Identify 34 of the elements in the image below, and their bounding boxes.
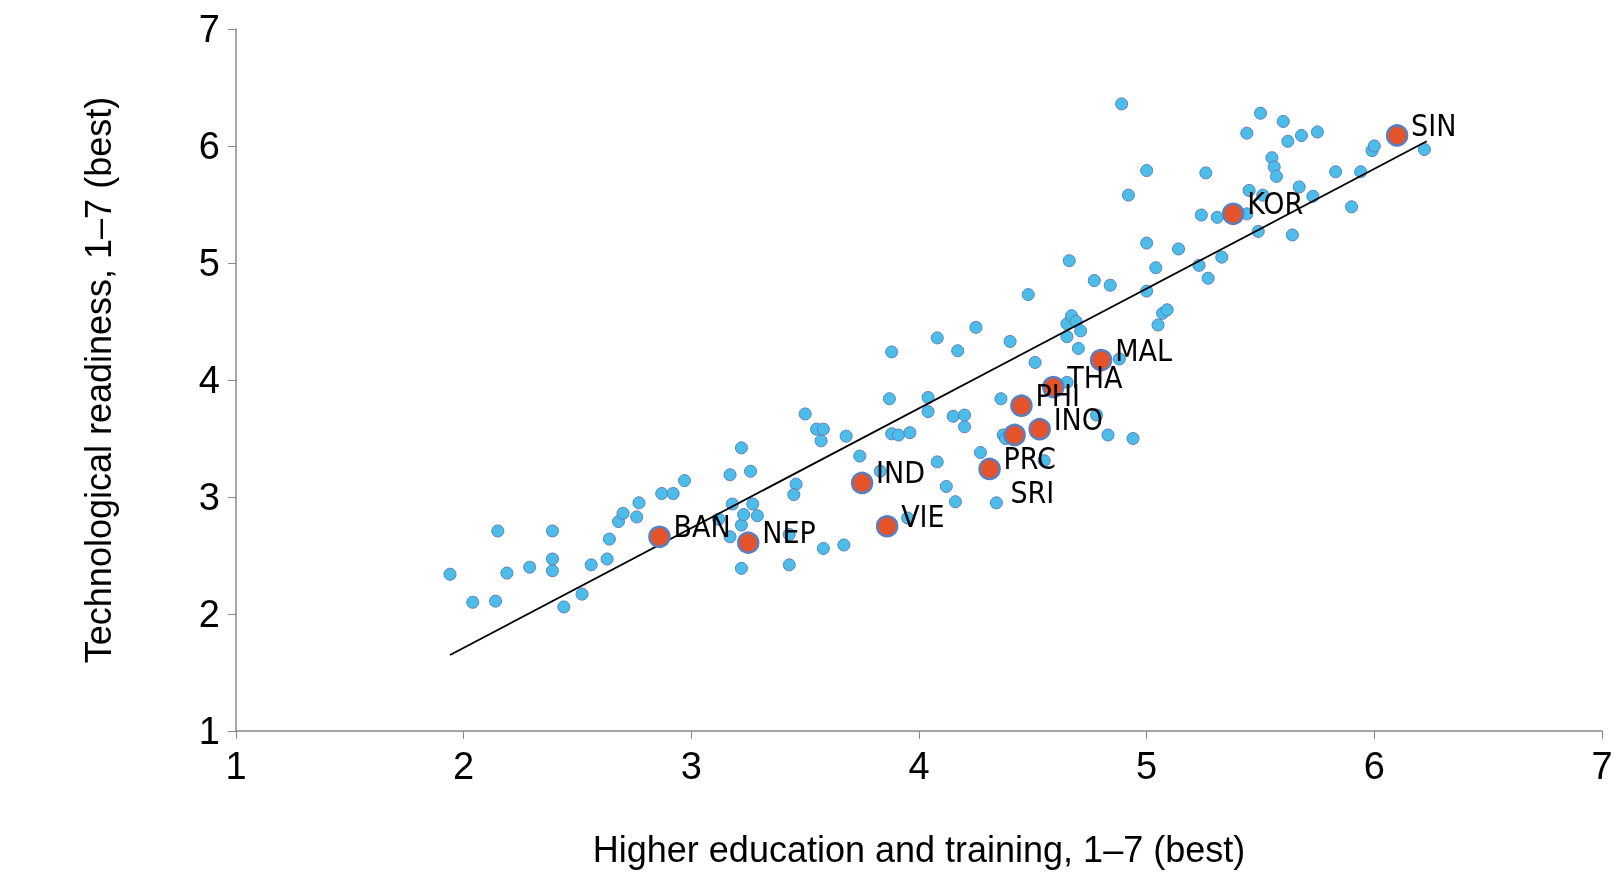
annotation: VIE <box>901 498 945 534</box>
y-tick-label: 4 <box>198 359 220 401</box>
point <box>1221 202 1245 226</box>
point <box>850 471 874 495</box>
x-tick-label: 6 <box>1363 745 1385 787</box>
x-axis-title: Higher education and training, 1–7 (best) <box>592 828 1246 870</box>
point <box>1028 417 1051 441</box>
annotation: KOR <box>1247 186 1304 222</box>
y-tick-label: 5 <box>198 242 220 284</box>
y-axis-title: Technological readiness, 1–7 (best) <box>77 96 119 664</box>
y-tick-label: 1 <box>198 710 220 752</box>
y-tick-label: 2 <box>198 593 220 635</box>
annotation: MAL <box>1115 332 1172 368</box>
point <box>1003 423 1026 447</box>
y-tick-label: 7 <box>198 8 220 50</box>
y-tick-label: 6 <box>198 125 220 167</box>
annotation: IND <box>876 455 926 491</box>
x-tick-label: 5 <box>1136 745 1158 787</box>
y-tick-label: 3 <box>198 476 220 518</box>
x-tick-label: 4 <box>908 745 930 787</box>
point <box>737 531 760 554</box>
point <box>978 457 1001 481</box>
x-tick-label: 2 <box>453 745 475 787</box>
point <box>1385 124 1409 147</box>
point <box>648 525 671 549</box>
annotation: PRC <box>1003 441 1056 477</box>
x-tick-label: 3 <box>680 745 702 787</box>
annotation: SIN <box>1411 107 1457 143</box>
annotation: SRI <box>1010 475 1055 511</box>
x-tick-label: 7 <box>1591 745 1613 787</box>
point <box>1010 394 1033 417</box>
x-tick-label: 1 <box>225 745 247 787</box>
point <box>875 515 899 538</box>
annotation: NEP <box>762 515 816 551</box>
